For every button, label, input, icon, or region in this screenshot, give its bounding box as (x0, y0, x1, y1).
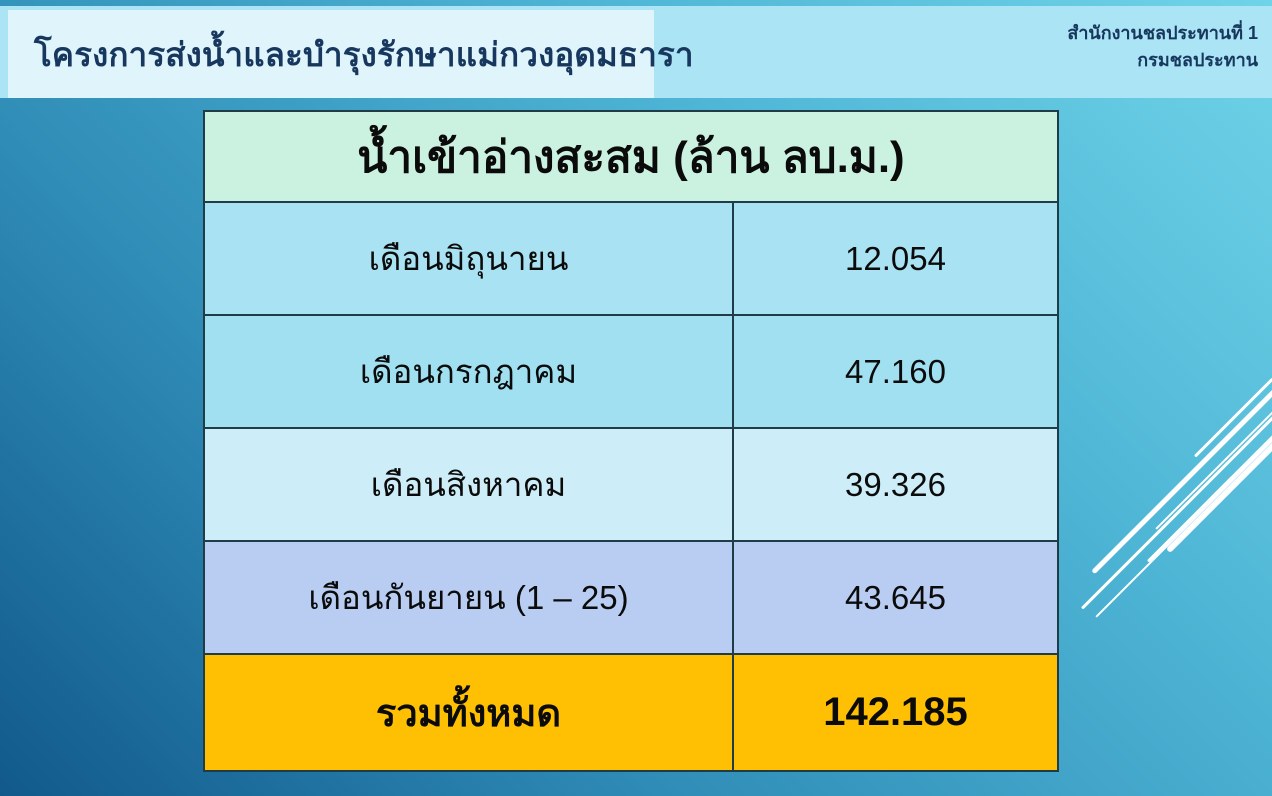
total-label: รวมทั้งหมด (205, 655, 734, 770)
total-value: 142.185 (823, 690, 968, 734)
slash-line (1109, 375, 1272, 582)
table-total-row: รวมทั้งหมด 142.185 (205, 653, 1057, 770)
row-month-label: เดือนมิถุนายน (205, 203, 734, 314)
title-panel: กรมชลประทาน โครงการส่งน้ำและบำรุงรักษาแม… (8, 10, 694, 98)
office-line-1: สำนักงานชลประทานที่ 1 (1067, 23, 1258, 43)
slash-line (1080, 395, 1272, 610)
table-row: เดือนมิถุนายน 12.054 (205, 201, 1057, 314)
inflow-table: น้ำเข้าอ่างสะสม (ล้าน ลบ.ม.) เดือนมิถุนา… (203, 110, 1059, 772)
table-row: เดือนสิงหาคม 39.326 (205, 427, 1057, 540)
office-name-block: สำนักงานชลประทานที่ 1 กรมชลประทาน (1067, 20, 1258, 74)
row-month-label: เดือนกรกฎาคม (205, 316, 734, 427)
row-value: 39.326 (845, 465, 946, 503)
row-value: 47.160 (845, 352, 946, 390)
table-row: เดือนกันยายน (1 – 25) 43.645 (205, 540, 1057, 653)
table-row: เดือนกรกฎาคม 47.160 (205, 314, 1057, 427)
row-month-label: เดือนกันยายน (1 – 25) (205, 542, 734, 653)
table-title: น้ำเข้าอ่างสะสม (ล้าน ลบ.ม.) (205, 112, 1057, 201)
office-line-2: กรมชลประทาน (1137, 50, 1258, 70)
row-month-label: เดือนสิงหาคม (205, 429, 734, 540)
row-value: 43.645 (845, 578, 946, 616)
row-value: 12.054 (845, 239, 946, 277)
project-title: โครงการส่งน้ำและบำรุงรักษาแม่กวงอุดมธารา (34, 35, 694, 73)
